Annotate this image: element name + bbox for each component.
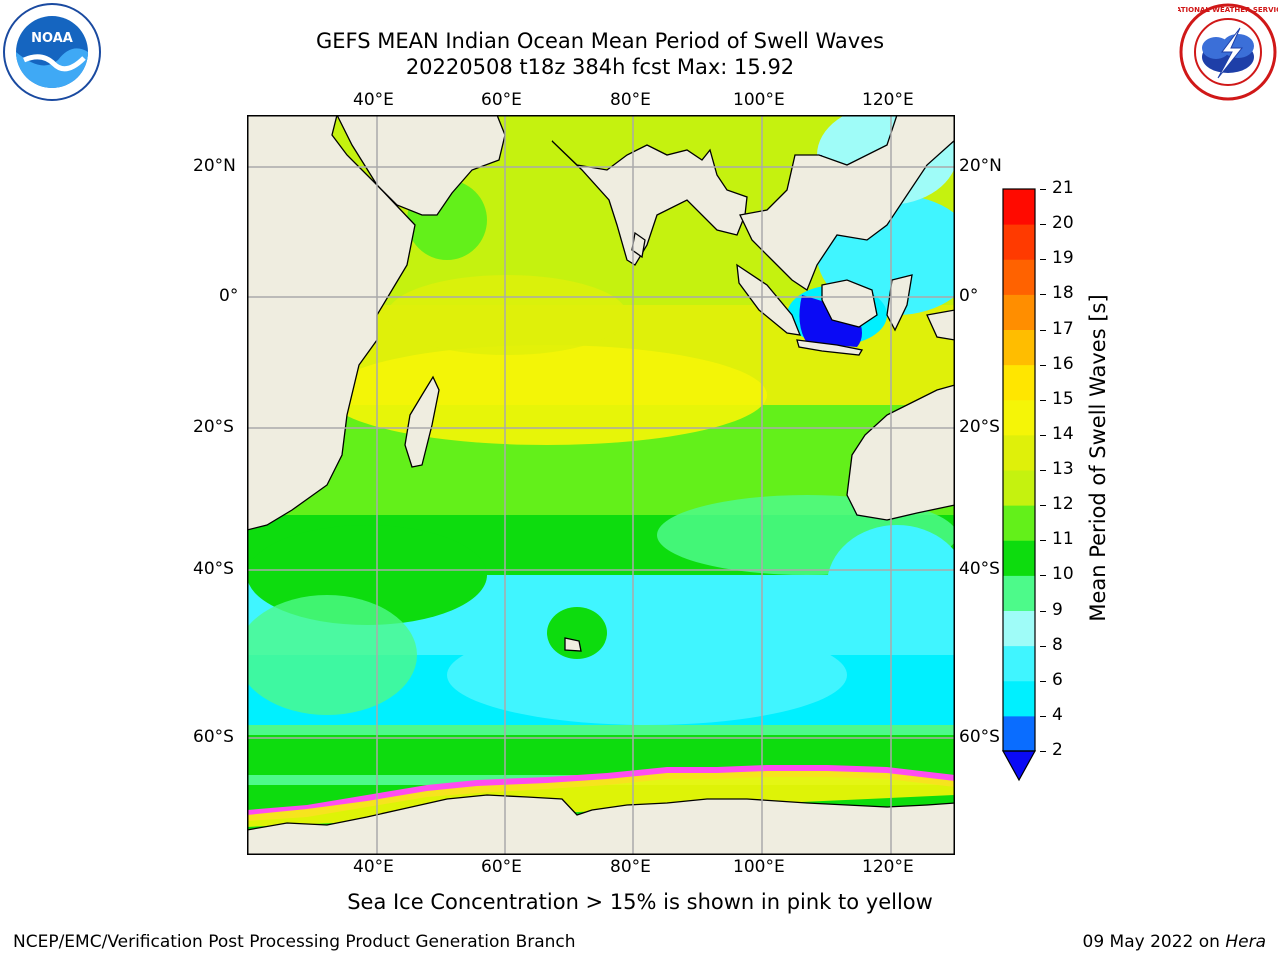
colorbar-segment bbox=[1003, 575, 1035, 611]
lon-tick-top-80e: 80°E bbox=[610, 90, 651, 110]
colorbar-segment bbox=[1003, 470, 1035, 506]
colorbar-segment bbox=[1003, 715, 1035, 752]
colorbar-tick-mark bbox=[1040, 540, 1046, 542]
lat-tick-left-20n: 20°N bbox=[193, 156, 236, 176]
colorbar-tick-mark bbox=[1040, 470, 1046, 471]
map-panel bbox=[246, 114, 956, 856]
colorbar-tick-label: 18 bbox=[1052, 283, 1074, 304]
colorbar-tick-label: 15 bbox=[1052, 388, 1074, 409]
colorbar-tick-mark bbox=[1040, 575, 1046, 577]
colorbar-tick-mark bbox=[1040, 751, 1046, 752]
landmass bbox=[246, 114, 956, 856]
lon-tick-top-100e: 100°E bbox=[733, 90, 785, 110]
colorbar-tick-mark bbox=[1040, 434, 1046, 436]
colorbar-tick-label: 17 bbox=[1052, 318, 1074, 339]
colorbar-under-arrow bbox=[1001, 750, 1037, 782]
svg-text:NATIONAL WEATHER SERVICE: NATIONAL WEATHER SERVICE bbox=[1178, 6, 1278, 14]
lat-tick-left-0: 0° bbox=[219, 286, 239, 306]
colorbar-tick-mark bbox=[1040, 294, 1046, 296]
colorbar-tick-label: 10 bbox=[1052, 564, 1074, 585]
noaa-logo-text: NOAA bbox=[31, 31, 73, 46]
colorbar-segment bbox=[1003, 294, 1035, 330]
colorbar-tick-mark bbox=[1040, 189, 1046, 190]
colorbar-tick-label: 8 bbox=[1052, 634, 1063, 655]
colorbar-ticks: 2 4 6 8 9 10 11 12 13 14 15 16 17 18 19 20 21 bbox=[1040, 178, 1100, 760]
colorbar-tick-label: 19 bbox=[1052, 248, 1074, 269]
map-gridlines bbox=[247, 115, 955, 855]
sea-ice-caption: Sea Ice Concentration > 15% is shown in … bbox=[347, 890, 933, 914]
lon-tick-top-120e: 120°E bbox=[862, 90, 914, 110]
colorbar-segment bbox=[1003, 329, 1035, 366]
colorbar-tick-label: 9 bbox=[1052, 599, 1063, 620]
colorbar-segment bbox=[1003, 540, 1035, 576]
colorbar-tick-label: 4 bbox=[1052, 704, 1063, 725]
colorbar-tick-label: 11 bbox=[1052, 529, 1074, 550]
colorbar-segment bbox=[1003, 189, 1035, 225]
lon-tick-bottom-100e: 100°E bbox=[733, 857, 785, 877]
lat-tick-right-0: 0° bbox=[959, 286, 979, 306]
colorbar-frame bbox=[1002, 188, 1036, 752]
colorbar-tick-label: 2 bbox=[1052, 740, 1063, 760]
colorbar-tick-label: 20 bbox=[1052, 213, 1074, 234]
lon-tick-bottom-120e: 120°E bbox=[862, 857, 914, 877]
colorbar-segment bbox=[1003, 364, 1035, 401]
lat-tick-right-40s: 40°S bbox=[959, 559, 1000, 579]
colorbar-tick-mark bbox=[1040, 259, 1046, 261]
map-title: GEFS MEAN Indian Ocean Mean Period of Sw… bbox=[315, 29, 885, 53]
colorbar-tick-mark bbox=[1040, 715, 1046, 717]
colorbar-tick-label: 12 bbox=[1052, 494, 1074, 515]
lat-tick-left-20s: 20°S bbox=[193, 417, 234, 437]
date-footer: 09 May 2022 on Hera bbox=[1083, 932, 1267, 952]
caption-row: Sea Ice Concentration > 15% is shown in … bbox=[0, 890, 1280, 914]
colorbar-tick-label: 6 bbox=[1052, 669, 1063, 690]
lat-tick-right-20n: 20°N bbox=[959, 156, 1002, 176]
lon-tick-bottom-60e: 60°E bbox=[481, 857, 522, 877]
noaa-logo-icon: NOAA bbox=[3, 3, 101, 101]
colorbar-segment bbox=[1003, 259, 1035, 295]
swell-period-map bbox=[246, 114, 956, 856]
machine-text: Hera bbox=[1225, 932, 1266, 952]
lat-tick-right-20s: 20°S bbox=[959, 417, 1000, 437]
colorbar-tick-mark bbox=[1040, 680, 1046, 682]
colorbar-tick-mark bbox=[1040, 610, 1046, 612]
colorbar-tick-label: 14 bbox=[1052, 423, 1074, 444]
lon-tick-top-40e: 40°E bbox=[353, 90, 394, 110]
colorbar-segment bbox=[1003, 505, 1035, 541]
credit-text: NCEP/EMC/Verification Post Processing Pr… bbox=[13, 932, 576, 952]
colorbar-segment bbox=[1003, 680, 1035, 717]
date-text: 09 May 2022 on bbox=[1082, 932, 1220, 952]
colorbar-segment bbox=[1003, 610, 1035, 647]
nws-logo-icon: NATIONAL WEATHER SERVICE bbox=[1178, 3, 1278, 101]
colorbar-tick-mark bbox=[1040, 364, 1046, 366]
lat-tick-right-60s: 60°S bbox=[959, 727, 1000, 747]
colorbar-tick-label: 16 bbox=[1052, 353, 1074, 374]
colorbar-tick-label: 13 bbox=[1052, 459, 1074, 479]
lon-tick-bottom-80e: 80°E bbox=[610, 857, 651, 877]
colorbar-tick-mark bbox=[1040, 399, 1046, 401]
colorbar bbox=[1001, 188, 1037, 782]
colorbar-segment bbox=[1003, 399, 1035, 436]
colorbar-tick-mark bbox=[1040, 224, 1046, 226]
colorbar-tick-mark bbox=[1040, 329, 1046, 331]
colorbar-tick-mark bbox=[1040, 505, 1046, 507]
lon-tick-top-60e: 60°E bbox=[481, 90, 522, 110]
map-subtitle: 20220508 t18z 384h fcst Max: 15.92 bbox=[405, 55, 795, 79]
colorbar-tick-label: 21 bbox=[1052, 178, 1074, 198]
map-frame bbox=[247, 115, 955, 855]
colorbar-segment bbox=[1003, 434, 1035, 471]
colorbar-segment bbox=[1003, 645, 1035, 682]
colorbar-tick-mark bbox=[1040, 645, 1046, 647]
colorbar-segment bbox=[1003, 224, 1035, 260]
colorbar-label: Mean Period of Swell Waves [s] bbox=[1086, 294, 1110, 622]
lat-tick-left-40s: 40°S bbox=[193, 559, 234, 579]
lat-tick-left-60s: 60°S bbox=[193, 727, 234, 747]
lon-tick-bottom-40e: 40°E bbox=[353, 857, 394, 877]
